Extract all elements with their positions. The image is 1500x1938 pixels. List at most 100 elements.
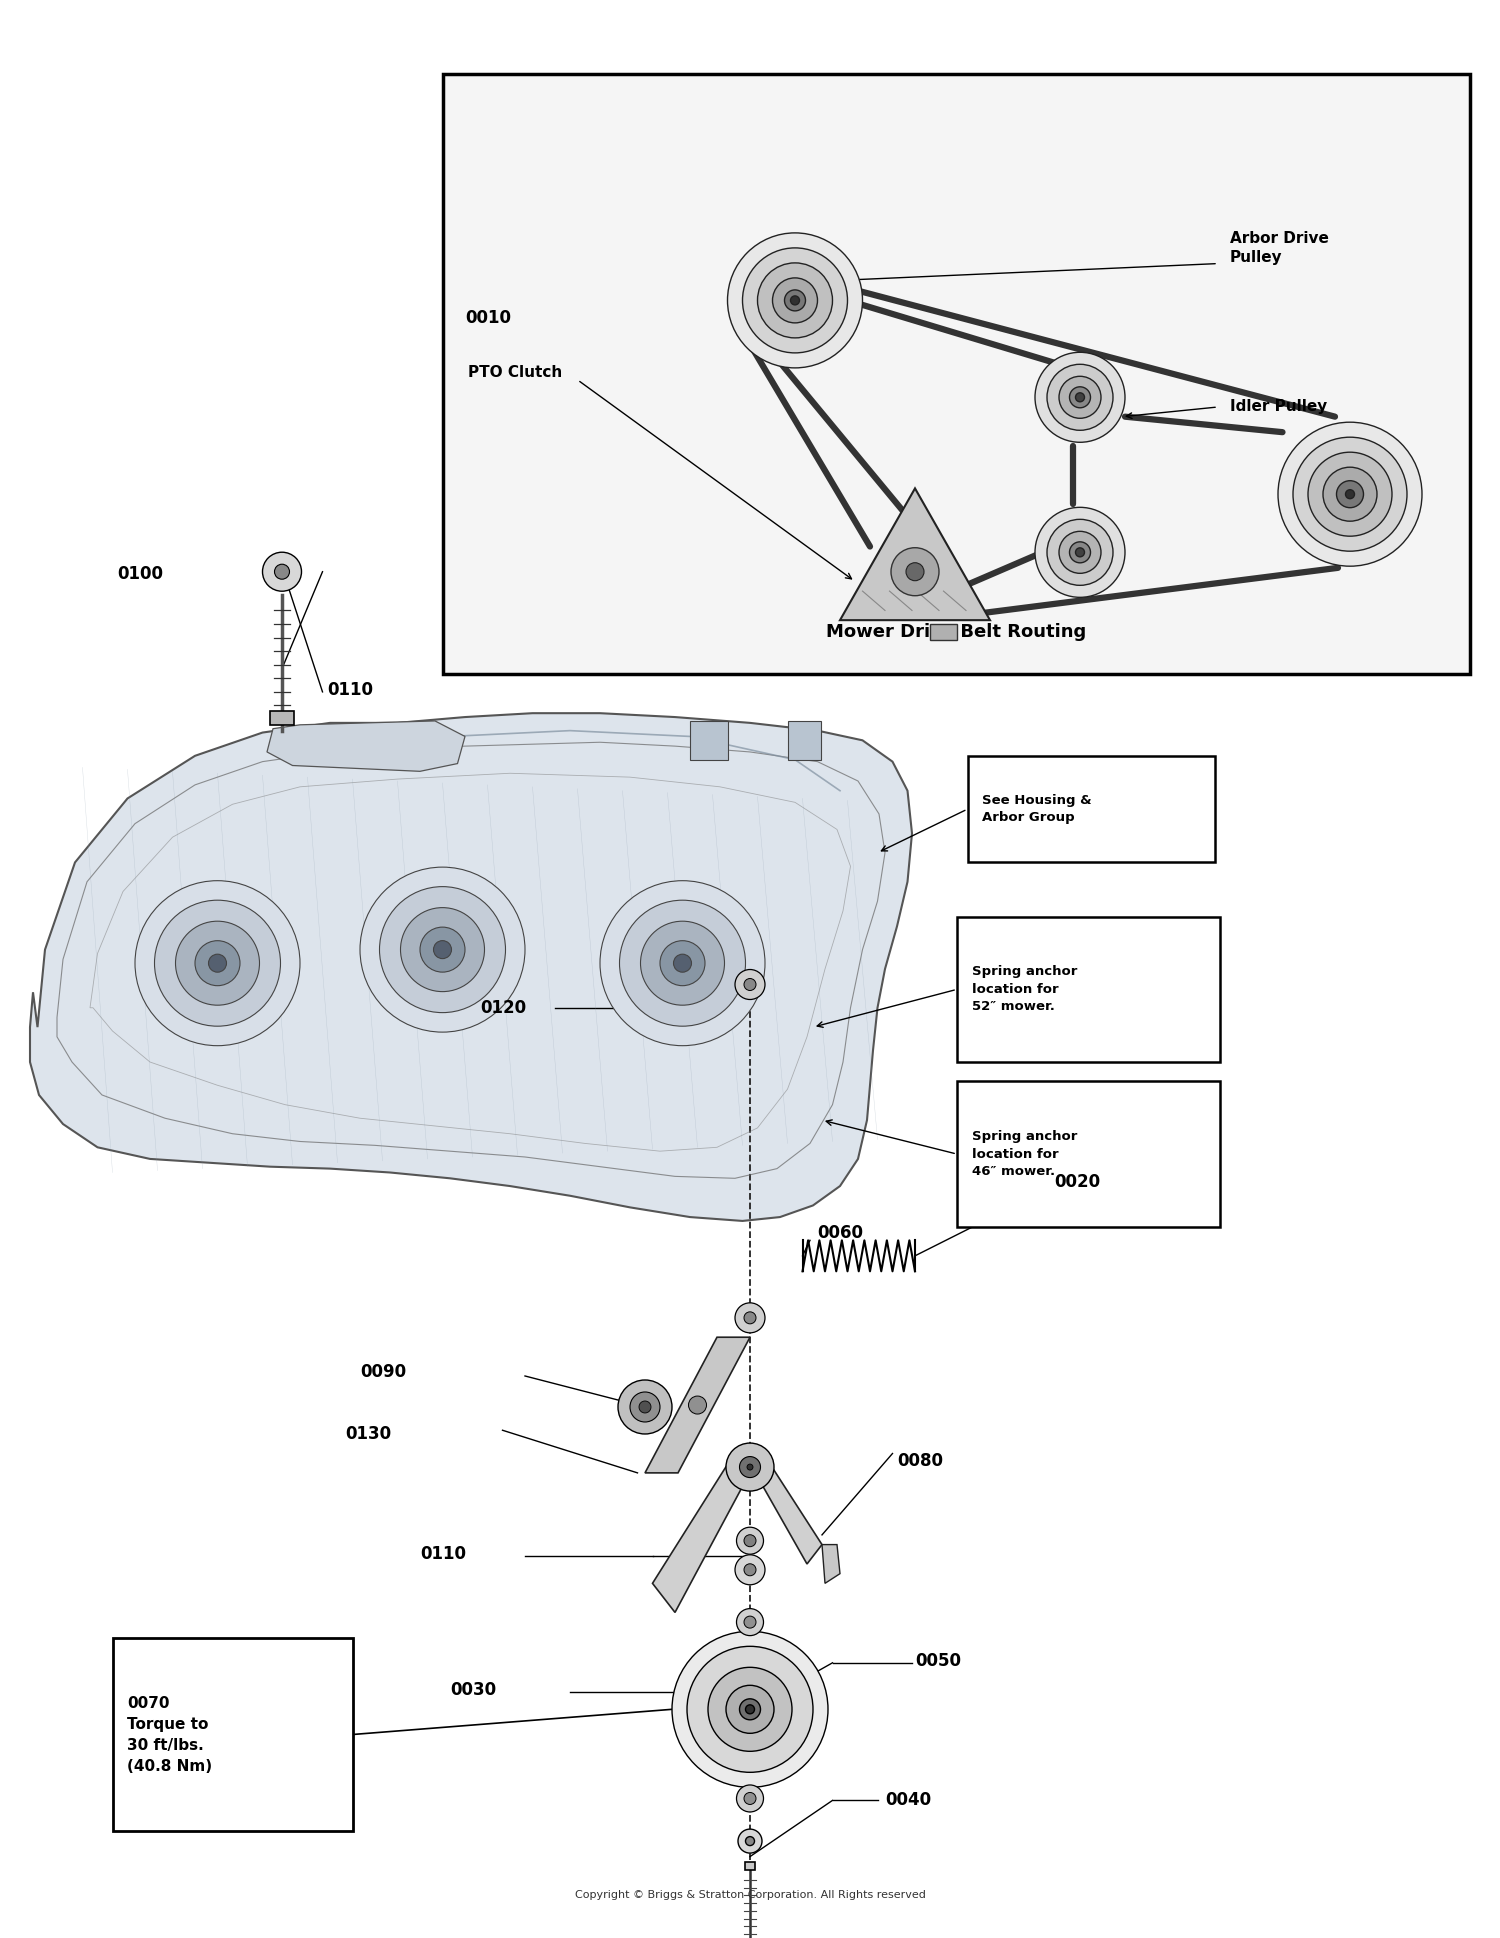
Circle shape — [772, 277, 818, 324]
Text: 0120: 0120 — [480, 998, 526, 1017]
Text: 0010: 0010 — [465, 308, 512, 328]
Circle shape — [736, 1785, 764, 1812]
Circle shape — [262, 552, 302, 591]
Circle shape — [1293, 438, 1407, 550]
Circle shape — [735, 1554, 765, 1585]
Circle shape — [1059, 531, 1101, 574]
Text: Copyright © Briggs & Stratton Corporation. All Rights reserved: Copyright © Briggs & Stratton Corporatio… — [574, 1890, 926, 1901]
Circle shape — [1336, 481, 1364, 508]
Circle shape — [736, 1527, 764, 1554]
Polygon shape — [652, 1448, 742, 1612]
Circle shape — [688, 1395, 706, 1415]
Circle shape — [1047, 519, 1113, 585]
Bar — [930, 624, 957, 640]
Circle shape — [400, 907, 484, 992]
Circle shape — [420, 926, 465, 973]
Circle shape — [742, 248, 847, 353]
Circle shape — [640, 921, 724, 1006]
Circle shape — [176, 921, 260, 1006]
Circle shape — [708, 1667, 792, 1752]
Circle shape — [891, 548, 939, 595]
Text: Spring anchor
location for
46″ mower.: Spring anchor location for 46″ mower. — [972, 1130, 1077, 1178]
Circle shape — [1035, 353, 1125, 442]
Circle shape — [736, 1609, 764, 1636]
Circle shape — [630, 1391, 660, 1422]
Circle shape — [1323, 467, 1377, 521]
Text: 0110: 0110 — [420, 1545, 466, 1564]
Text: 0110: 0110 — [327, 680, 374, 700]
Polygon shape — [758, 1452, 822, 1564]
Circle shape — [740, 1457, 760, 1477]
Circle shape — [746, 1837, 754, 1845]
Circle shape — [744, 1564, 756, 1576]
Circle shape — [906, 562, 924, 581]
Circle shape — [740, 1700, 760, 1719]
Circle shape — [1059, 376, 1101, 419]
Circle shape — [790, 297, 800, 304]
Text: Mower Drive Belt Routing: Mower Drive Belt Routing — [827, 622, 1086, 641]
Circle shape — [1278, 422, 1422, 566]
FancyBboxPatch shape — [957, 917, 1220, 1062]
FancyBboxPatch shape — [270, 711, 294, 725]
Text: Arbor Drive
Pulley: Arbor Drive Pulley — [1230, 231, 1329, 266]
Text: PTO Clutch: PTO Clutch — [468, 364, 562, 380]
Text: 0130: 0130 — [345, 1424, 392, 1444]
Text: 0060: 0060 — [818, 1223, 864, 1242]
Circle shape — [274, 564, 290, 579]
FancyBboxPatch shape — [957, 1081, 1220, 1227]
Text: 0090: 0090 — [360, 1362, 407, 1382]
Text: 0100: 0100 — [117, 564, 164, 583]
Polygon shape — [645, 1337, 750, 1473]
FancyBboxPatch shape — [746, 1862, 754, 1870]
Circle shape — [154, 899, 280, 1027]
Circle shape — [135, 880, 300, 1047]
Circle shape — [1346, 490, 1354, 498]
Polygon shape — [822, 1545, 840, 1583]
FancyBboxPatch shape — [442, 74, 1470, 674]
Circle shape — [195, 940, 240, 986]
Circle shape — [726, 1444, 774, 1490]
Circle shape — [726, 1686, 774, 1733]
Circle shape — [1076, 393, 1084, 401]
Circle shape — [687, 1645, 813, 1773]
Circle shape — [744, 1793, 756, 1804]
Circle shape — [746, 1705, 754, 1713]
Text: 0050: 0050 — [915, 1651, 962, 1671]
Circle shape — [1070, 388, 1090, 407]
Circle shape — [1035, 508, 1125, 597]
Circle shape — [758, 264, 833, 337]
Circle shape — [380, 886, 506, 1014]
Circle shape — [674, 953, 692, 973]
Text: Spring anchor
location for
52″ mower.: Spring anchor location for 52″ mower. — [972, 965, 1077, 1014]
Circle shape — [744, 1535, 756, 1547]
Circle shape — [639, 1401, 651, 1413]
Circle shape — [744, 1616, 756, 1628]
Circle shape — [1076, 548, 1084, 556]
Polygon shape — [30, 713, 912, 1221]
Circle shape — [744, 979, 756, 990]
Circle shape — [744, 1312, 756, 1324]
Text: 0080: 0080 — [897, 1452, 944, 1471]
Circle shape — [672, 1632, 828, 1787]
Circle shape — [660, 940, 705, 986]
Circle shape — [618, 1380, 672, 1434]
Circle shape — [360, 866, 525, 1033]
Bar — [690, 721, 728, 760]
Circle shape — [620, 899, 746, 1027]
Circle shape — [735, 969, 765, 1000]
Bar — [788, 721, 820, 760]
Text: 0040: 0040 — [885, 1791, 932, 1810]
Circle shape — [784, 291, 806, 310]
Circle shape — [1070, 543, 1090, 562]
Polygon shape — [840, 488, 990, 620]
Text: 0020: 0020 — [1054, 1172, 1101, 1192]
Circle shape — [600, 880, 765, 1047]
Circle shape — [209, 953, 226, 973]
Text: 0070
Torque to
30 ft/lbs.
(40.8 Nm): 0070 Torque to 30 ft/lbs. (40.8 Nm) — [128, 1696, 213, 1773]
Circle shape — [728, 233, 862, 368]
Circle shape — [735, 1302, 765, 1333]
Circle shape — [738, 1829, 762, 1853]
FancyBboxPatch shape — [968, 756, 1215, 862]
Text: Idler Pulley: Idler Pulley — [1230, 399, 1328, 415]
Circle shape — [433, 940, 451, 959]
